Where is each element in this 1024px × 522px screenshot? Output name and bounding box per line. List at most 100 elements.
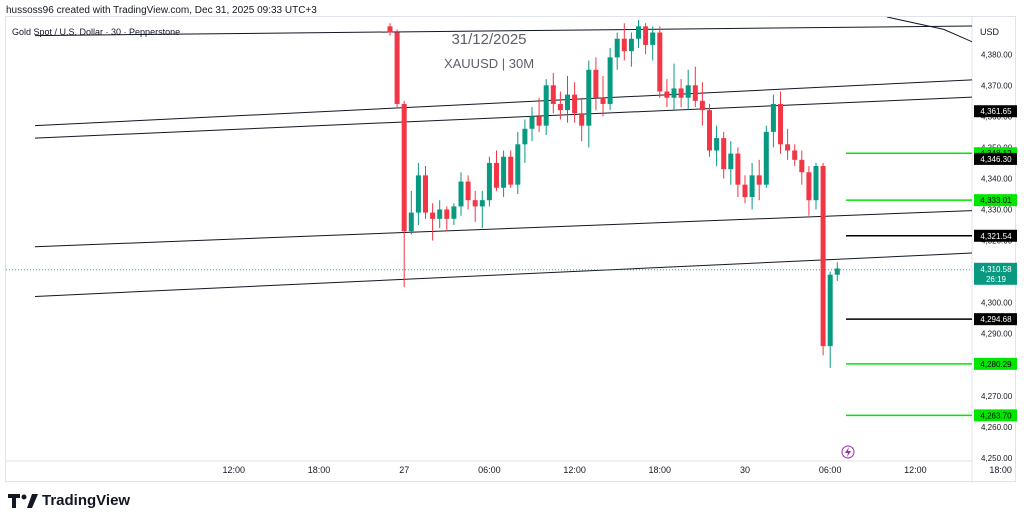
candle-body[interactable] [820,166,826,347]
candle-body[interactable] [600,97,606,104]
currency-label: USD [980,27,1000,37]
candle-body[interactable] [699,100,705,111]
y-tick-label: 4,380.00 [981,50,1013,59]
candle-body[interactable] [735,153,741,185]
price-level-label: 4,333.01 [980,196,1012,205]
x-tick-label: 30 [740,465,750,475]
candle-body[interactable] [543,85,549,126]
trend-line[interactable] [34,241,1017,297]
candle-body[interactable] [522,128,528,145]
candle-body[interactable] [387,26,393,33]
candle-body[interactable] [806,172,812,201]
tradingview-logo-text: TradingView [42,492,131,509]
price-level-label: 4,294.68 [980,315,1012,324]
price-level-badge [974,229,1017,242]
candle-body[interactable] [657,32,663,92]
candle-body[interactable] [770,103,776,132]
x-tick-label: 18:00 [308,465,331,475]
trend-line[interactable] [34,85,1017,139]
current-level-label: 4,361.65 [980,107,1012,116]
y-tick-label: 4,250.00 [981,454,1013,463]
chart-frame: Gold Spot / U.S. Dollar · 30 · Peppersto… [5,16,1017,483]
trend-line[interactable] [34,67,1017,127]
price-level-label: 4,263.70 [980,411,1012,420]
candle-body[interactable] [557,103,563,111]
candle-body[interactable] [430,212,436,219]
candle-body[interactable] [678,88,684,98]
candle-body[interactable] [756,175,762,185]
candle-body[interactable] [650,32,656,45]
price-level-badge [974,313,1017,326]
candle-body[interactable] [671,88,677,98]
candle-body[interactable] [827,274,833,347]
candle-body[interactable] [572,94,578,114]
candle-body[interactable] [607,57,613,104]
bar-countdown-label: 26:19 [986,275,1007,284]
x-tick-label: 06:00 [819,465,842,475]
candle-body[interactable] [636,26,641,39]
candle-body[interactable] [834,268,840,275]
candle-body[interactable] [423,175,428,213]
y-tick-label: 4,370.00 [981,81,1013,90]
candle-body[interactable] [501,156,507,188]
candle-body[interactable] [628,38,634,52]
price-chart[interactable]: Gold Spot / U.S. Dollar · 30 · Peppersto… [6,17,1017,483]
candle-body[interactable] [415,175,421,213]
candle-body[interactable] [486,162,492,201]
candle-body[interactable] [799,159,805,173]
candle-body[interactable] [529,116,535,129]
candle-body[interactable] [408,212,414,232]
lightning-icon[interactable] [845,447,851,457]
price-level-label: 4,346.30 [980,155,1012,164]
candle-body[interactable] [451,206,457,219]
candle-body[interactable] [728,153,734,170]
candle-body[interactable] [565,94,570,111]
last-price-badge [974,262,1017,285]
candle-body[interactable] [721,138,727,170]
candle-body[interactable] [394,32,400,104]
candle-body[interactable] [586,69,592,126]
last-price-label: 4,310.58 [980,265,1012,274]
candle-body[interactable] [749,175,755,198]
candle-body[interactable] [621,38,627,52]
candle-body[interactable] [785,144,791,151]
tradingview-logo[interactable]: TradingView [8,492,130,509]
candle-body[interactable] [685,85,691,98]
candle-body[interactable] [593,69,599,98]
candle-body[interactable] [714,138,720,151]
candle-body[interactable] [437,209,443,219]
candle-body[interactable] [444,209,450,219]
candle-body[interactable] [664,91,670,98]
candle-body[interactable] [515,144,521,185]
candle-body[interactable] [479,200,485,207]
x-tick-label: 12:00 [904,465,927,475]
candle-body[interactable] [792,150,798,160]
candle-body[interactable] [614,38,620,58]
x-tick-label: 12:00 [223,465,246,475]
x-tick-label: 12:00 [563,465,586,475]
candle-body[interactable] [494,162,499,188]
trend-line[interactable] [34,200,1017,248]
candle-body[interactable] [813,166,819,201]
candle-body[interactable] [778,103,783,145]
candle-body[interactable] [579,113,585,126]
candle-body[interactable] [742,184,748,198]
candle-body[interactable] [763,131,769,185]
candle-body[interactable] [550,85,556,104]
y-tick-label: 4,340.00 [981,174,1013,183]
candle-body[interactable] [472,200,478,207]
candle-body[interactable] [465,181,471,201]
candle-body[interactable] [643,26,649,45]
x-tick-label: 18:00 [649,465,672,475]
candle-body[interactable] [508,156,514,185]
candle-body[interactable] [536,116,542,126]
tradingview-logo-icon [8,493,38,508]
candle-body[interactable] [458,181,464,207]
y-tick-label: 4,300.00 [981,299,1013,308]
candle-body[interactable] [401,103,407,232]
candle-body[interactable] [692,85,698,101]
watermark-date: 31/12/2025 [451,31,526,48]
y-tick-label: 4,260.00 [981,423,1013,432]
lightning-icon-ring[interactable] [841,445,855,459]
candle-body[interactable] [707,110,712,151]
